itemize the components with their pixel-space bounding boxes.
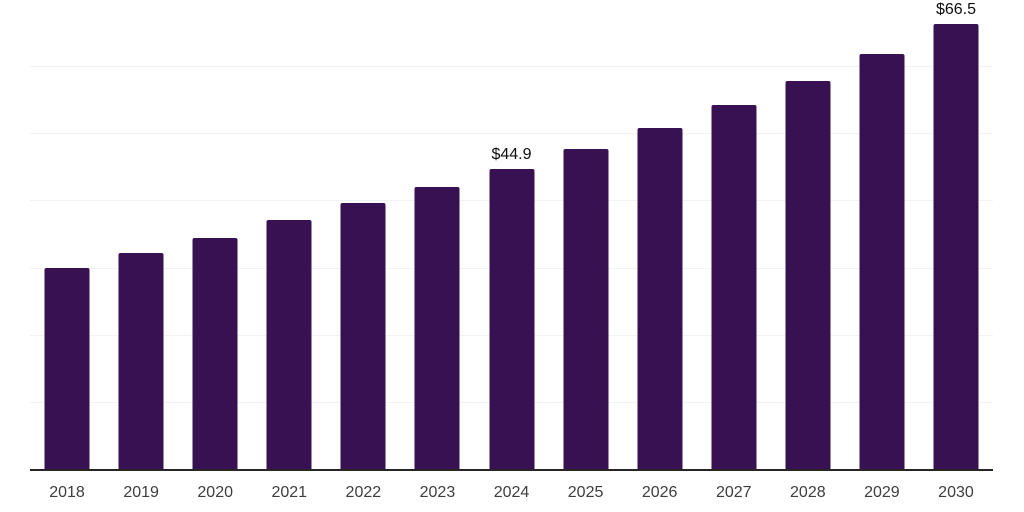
- bar-slot-2025: [549, 0, 623, 470]
- bar-series: $44.9 $66.5: [30, 0, 993, 470]
- bar-slot-2018: [30, 0, 104, 470]
- gridline-50: [30, 133, 993, 135]
- bar-2018: [44, 267, 90, 470]
- bar-slot-2021: [252, 0, 326, 470]
- x-tick-label-2029: 2029: [864, 484, 900, 501]
- bar-slot-2030: $66.5: [919, 0, 993, 470]
- bar-2029: [859, 53, 905, 470]
- bar-2028: [785, 81, 831, 470]
- bar-2023: [414, 187, 460, 470]
- plot-area: $44.9 $66.5: [30, 0, 993, 471]
- bar-slot-2024: $44.9: [474, 0, 548, 470]
- x-tick-label-2021: 2021: [271, 484, 308, 501]
- bar-slot-2028: [771, 0, 845, 470]
- x-axis-line: [30, 469, 993, 471]
- bar-2030: [933, 23, 979, 470]
- x-tick-label-2024: 2024: [493, 484, 530, 501]
- bar-slot-2029: [845, 0, 919, 470]
- x-axis-tick-labels: 2018 2019 2020 2021 2022 2023 2024 2025 2026 2027…: [30, 483, 993, 502]
- bar-slot-2023: [400, 0, 474, 470]
- bar-2021: [266, 219, 312, 470]
- bar-2022: [340, 203, 386, 470]
- bar-slot-2019: [104, 0, 178, 470]
- x-tick-label-2020: 2020: [197, 484, 233, 501]
- x-tick-label-2025: 2025: [567, 484, 604, 501]
- x-tick-label-2026: 2026: [641, 484, 678, 501]
- x-tick-label-2019: 2019: [123, 484, 159, 501]
- bar-slot-2026: [623, 0, 697, 470]
- bar-2020: [192, 237, 238, 470]
- bar-slot-2020: [178, 0, 252, 470]
- bar-2024: [489, 168, 534, 470]
- bar-2019: [118, 253, 164, 470]
- value-label-2030: $66.5: [935, 0, 976, 18]
- x-tick-label-2018: 2018: [49, 484, 85, 501]
- bar-slot-2022: [326, 0, 400, 470]
- x-tick-label-2022: 2022: [345, 484, 382, 501]
- bar-2025: [563, 149, 609, 470]
- x-tick-label-2023: 2023: [419, 484, 456, 501]
- gridline-60: [30, 66, 993, 68]
- value-label-2024: $44.9: [491, 145, 532, 163]
- bar-2026: [637, 127, 683, 470]
- x-tick-label-2028: 2028: [790, 484, 826, 501]
- x-tick-label-2027: 2027: [715, 484, 752, 501]
- bar-slot-2027: [697, 0, 771, 470]
- x-tick-label-2030: 2030: [938, 484, 974, 501]
- bar-2027: [711, 104, 757, 470]
